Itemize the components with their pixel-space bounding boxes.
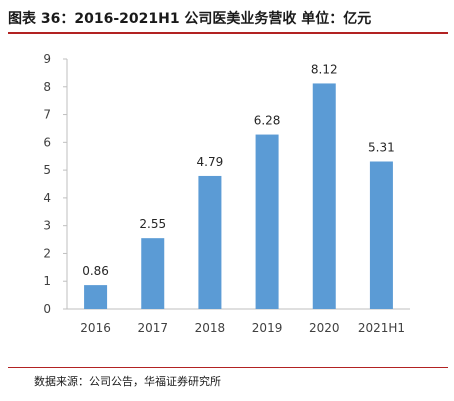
data-labels: 0.86 2.55 4.79 6.28 8.12 5.31: [82, 62, 395, 278]
y-tick-label: 2: [43, 246, 51, 260]
y-tick-label: 7: [43, 108, 51, 122]
data-label: 4.79: [197, 155, 224, 169]
y-tick-label: 6: [43, 135, 51, 149]
data-label: 6.28: [254, 114, 281, 128]
x-tick-label: 2017: [137, 321, 168, 335]
y-tick-label: 4: [43, 191, 51, 205]
x-tick-label: 2020: [309, 321, 340, 335]
source-note: 数据来源：公司公告，华福证券研究所: [34, 375, 221, 388]
x-tick-label: 2019: [252, 321, 283, 335]
y-tick-label: 3: [43, 219, 51, 233]
y-axis: 0 1 2 3 4 5 6 7 8 9: [43, 52, 68, 316]
data-label: 5.31: [368, 141, 395, 155]
data-label: 8.12: [311, 62, 338, 76]
bar-2018: [198, 175, 222, 309]
title-divider: [8, 32, 448, 34]
bar-2020: [312, 83, 336, 309]
y-tick-label: 5: [43, 163, 51, 177]
y-tick-label: 9: [43, 52, 51, 66]
bar-2021H1: [369, 161, 393, 309]
chart-title: 图表 36：2016-2021H1 公司医美业务营收 单位：亿元: [8, 11, 372, 27]
y-tick-label: 1: [43, 274, 51, 288]
x-tick-label: 2021H1: [358, 321, 405, 335]
bars: [84, 83, 393, 309]
bar-chart: 0 1 2 3 4 5 6 7 8 9 2016 2017 2018 2019 2020 2021H1 0.…: [43, 52, 410, 335]
y-tick-label: 0: [43, 302, 51, 316]
y-tick-label: 8: [43, 80, 51, 94]
data-label: 2.55: [139, 217, 166, 231]
x-axis: 2016 2017 2018 2019 2020 2021H1: [67, 308, 410, 335]
bar-2017: [141, 238, 165, 309]
source-divider: [8, 367, 448, 368]
x-tick-label: 2016: [80, 321, 111, 335]
x-tick-label: 2018: [195, 321, 226, 335]
bar-2019: [255, 134, 279, 309]
bar-2016: [84, 285, 108, 309]
data-label: 0.86: [82, 264, 109, 278]
